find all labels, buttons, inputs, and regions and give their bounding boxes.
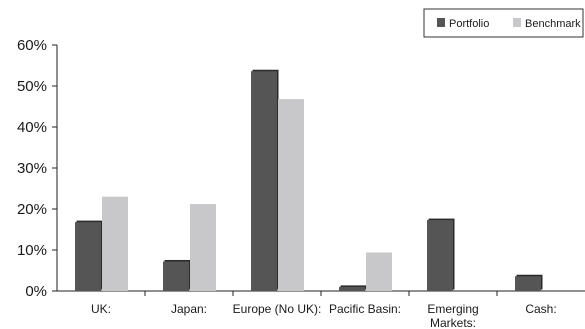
- category-labels: UK: Japan: Europe (No UK): Pacific Basin: Em…: [91, 302, 557, 329]
- bar-benchmark-3: [366, 252, 392, 291]
- bar-benchmark-2: [278, 99, 304, 292]
- y-tick-label: 30%: [17, 160, 47, 177]
- bar-portfolio-0: [75, 222, 101, 291]
- legend-box: [423, 8, 584, 38]
- y-tick-label: 50%: [17, 78, 47, 95]
- y-tick-label: 10%: [17, 242, 47, 259]
- bar-benchmark-1: [190, 204, 216, 291]
- x-category-label: Emerging Markets:: [427, 302, 478, 329]
- x-category-label: UK:: [91, 302, 111, 316]
- legend-swatch-benchmark: [513, 18, 521, 27]
- bar-portfolio-2: [251, 71, 277, 292]
- legend-swatch-portfolio: [437, 18, 445, 27]
- x-category-label: Pacific Basin:: [329, 302, 401, 316]
- y-tick-label: 20%: [17, 201, 47, 218]
- legend-label-portfolio: Portfolio: [449, 18, 489, 30]
- bar-portfolio-5: [515, 276, 541, 291]
- legend-label-benchmark: Benchmark: [525, 18, 581, 30]
- y-tick-label: 0%: [25, 283, 47, 300]
- bars: [75, 69, 543, 292]
- y-tick-label: 40%: [17, 119, 47, 136]
- bar-portfolio-4: [427, 220, 453, 291]
- axes: 0% 10% 20% 30% 40% 50% 60%: [17, 37, 585, 300]
- x-category-label: Europe (No UK):: [233, 302, 322, 316]
- legend: Portfolio Benchmark: [423, 8, 584, 38]
- x-category-label: Japan:: [171, 302, 207, 316]
- y-tick-label: 60%: [17, 37, 47, 54]
- bar-portfolio-1: [163, 261, 189, 291]
- x-category-label: Cash:: [525, 302, 556, 316]
- bar-portfolio-3: [339, 286, 365, 291]
- bar-benchmark-0: [102, 196, 128, 291]
